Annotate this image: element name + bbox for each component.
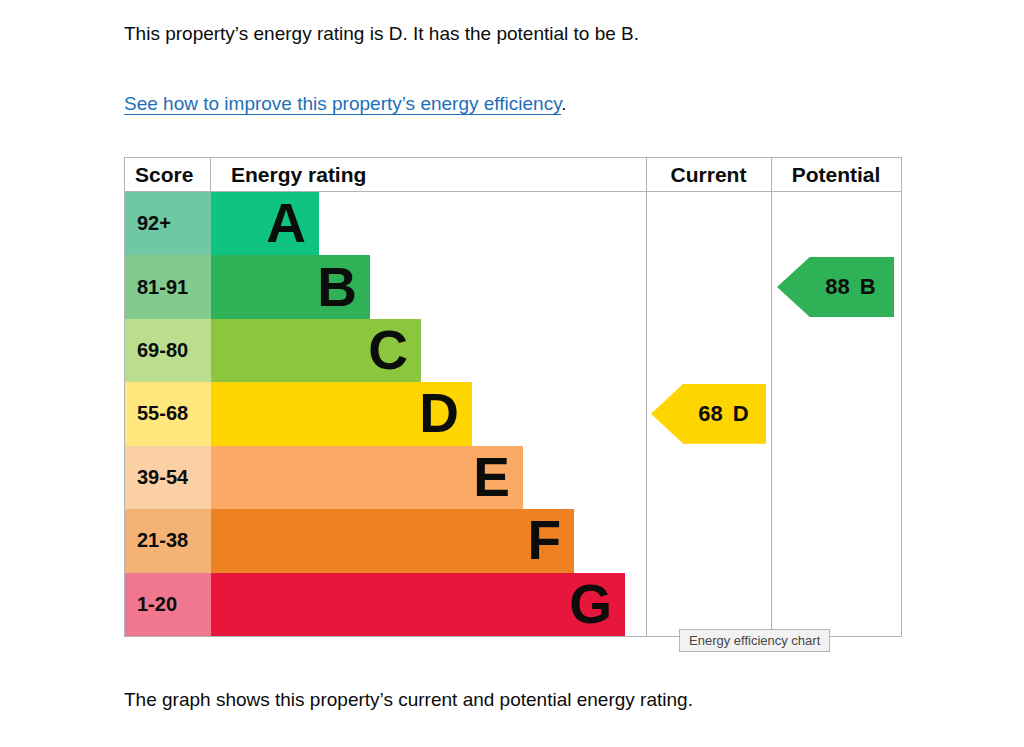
- band-letter: C: [368, 323, 408, 378]
- band-bar: A: [211, 192, 319, 255]
- band-letter: D: [419, 386, 459, 441]
- band-bar: C: [211, 319, 421, 382]
- band-bar: D: [211, 382, 472, 445]
- band-score: 21-38: [125, 509, 211, 572]
- current-column-divider: [646, 158, 647, 636]
- current-arrow: 68 D: [651, 384, 766, 444]
- chart-tooltip: Energy efficiency chart: [679, 629, 830, 652]
- improve-efficiency-line: See how to improve this property’s energ…: [124, 91, 904, 116]
- band-score: 92+: [125, 192, 211, 255]
- band-score: 81-91: [125, 255, 211, 318]
- band-letter: B: [317, 260, 357, 315]
- band-bar: E: [211, 446, 523, 509]
- chart-rows: 92+ A 81-91 B 69-80 C 55-68 D: [125, 192, 646, 636]
- epc-page: This property’s energy rating is D. It h…: [0, 0, 1024, 747]
- header-energy-rating: Energy rating: [211, 163, 646, 187]
- band-score: 1-20: [125, 573, 211, 636]
- content-column: This property’s energy rating is D. It h…: [124, 0, 904, 712]
- band-letter: A: [266, 196, 306, 251]
- link-period: .: [561, 93, 566, 114]
- potential-arrow: 88 B: [777, 257, 894, 317]
- band-letter: E: [473, 450, 510, 505]
- band-row: 69-80 C: [125, 319, 646, 382]
- band-row: 1-20 G: [125, 573, 646, 636]
- energy-rating-summary: This property’s energy rating is D. It h…: [124, 21, 904, 46]
- band-bar: F: [211, 509, 574, 572]
- band-score: 55-68: [125, 382, 211, 445]
- header-current: Current: [646, 163, 771, 187]
- improve-efficiency-link[interactable]: See how to improve this property’s energ…: [124, 93, 561, 114]
- arrow-letter: B: [860, 274, 876, 300]
- header-potential: Potential: [771, 163, 901, 187]
- band-row: 55-68 D: [125, 382, 646, 445]
- chart-header-row: Score Energy rating Current Potential: [125, 158, 901, 192]
- band-bar: B: [211, 255, 370, 318]
- band-row: 81-91 B: [125, 255, 646, 318]
- arrow-value: 88: [825, 274, 849, 300]
- band-row: 39-54 E: [125, 446, 646, 509]
- energy-efficiency-chart: Score Energy rating Current Potential 92…: [124, 157, 902, 637]
- potential-column-divider: [771, 158, 772, 636]
- band-row: 21-38 F: [125, 509, 646, 572]
- band-score: 69-80: [125, 319, 211, 382]
- arrow-value: 68: [698, 401, 722, 427]
- graph-caption: The graph shows this property’s current …: [124, 687, 904, 712]
- band-row: 92+ A: [125, 192, 646, 255]
- band-score: 39-54: [125, 446, 211, 509]
- band-bar: G: [211, 573, 625, 636]
- arrow-letter: D: [733, 401, 749, 427]
- band-letter: G: [569, 577, 612, 632]
- header-score: Score: [125, 158, 211, 191]
- band-letter: F: [527, 513, 561, 568]
